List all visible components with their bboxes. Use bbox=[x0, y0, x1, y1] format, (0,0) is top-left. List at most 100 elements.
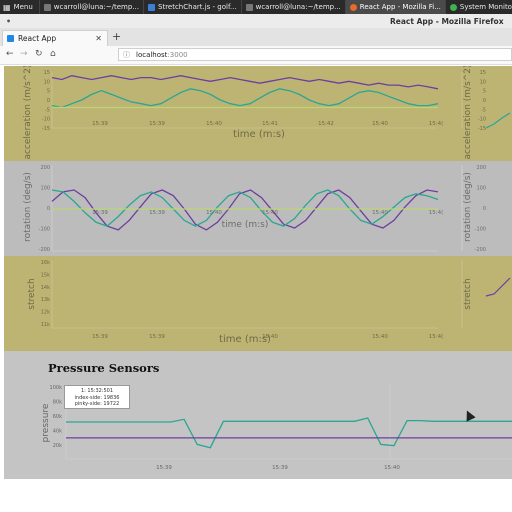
rotation-x-tick: 15:4( bbox=[429, 210, 444, 216]
task-label: wcarroll@luna:~/temp... bbox=[53, 3, 139, 11]
acceleration-y-tick: 5 bbox=[47, 89, 50, 95]
rotation-right-y-tick: 0 bbox=[483, 206, 486, 212]
pressure-y-tick: 100k bbox=[50, 385, 63, 391]
acceleration-y-tick: 0 bbox=[47, 98, 50, 104]
task-label: React App - Mozilla Fi... bbox=[359, 3, 441, 11]
acceleration-series-2-line bbox=[51, 88, 439, 109]
pressure-y-label: pressure bbox=[41, 403, 51, 442]
url-host: localhost bbox=[136, 50, 168, 59]
rotation-x-tick: 15:39 bbox=[149, 210, 165, 216]
pressure-x-tick: 15:39 bbox=[272, 465, 288, 471]
grid-icon: ▦ bbox=[3, 2, 11, 12]
rotation-y-tick: -100 bbox=[39, 227, 50, 233]
rotation-series-2-line bbox=[51, 189, 439, 227]
rotation-grid bbox=[51, 165, 463, 252]
task-terminal-1[interactable]: wcarroll@luna:~/temp... bbox=[38, 0, 143, 14]
tab-react-app[interactable]: React App ✕ bbox=[2, 30, 108, 46]
menu-button[interactable]: ▦ Menu bbox=[0, 0, 39, 14]
acceleration-right-series-line bbox=[485, 112, 511, 129]
menu-label: Menu bbox=[13, 3, 33, 11]
info-icon[interactable]: ⓘ bbox=[123, 50, 130, 59]
stretch-y-tick: 15k bbox=[41, 272, 50, 278]
acceleration-right-y-tick: 0 bbox=[483, 98, 486, 104]
stretch-x-tick: 15:39 bbox=[92, 334, 108, 340]
rotation-chart: 200 100 0 -100 -200 200 100 0 -100 -200 15:39 15:… bbox=[23, 165, 486, 253]
stretch-chart: 16k 15k 14k 13k 12k 11k 15:39 15:39 15:40 15:40 1… bbox=[27, 260, 511, 345]
pressure-panel: Pressure Sensors 100k 80k 60k 40k 20k 15:39 1… bbox=[4, 351, 512, 479]
stretch-x-label: time (m:s) bbox=[219, 334, 271, 345]
task-terminal-2[interactable]: wcarroll@luna:~/temp... bbox=[240, 0, 345, 14]
acceleration-y-label: acceleration (m/s^2) bbox=[23, 66, 33, 160]
acceleration-x-label: time (m:s) bbox=[233, 129, 285, 140]
reload-icon[interactable]: ↻ bbox=[35, 49, 43, 59]
rotation-x-tick: 15:40 bbox=[262, 210, 278, 216]
rotation-panel: 200 100 0 -100 -200 200 100 0 -100 -200 15:39 15:… bbox=[4, 161, 512, 256]
acceleration-x-tick: 15:39 bbox=[92, 121, 108, 127]
task-system-monitor[interactable]: System Monitor bbox=[444, 0, 512, 14]
acceleration-y-tick: -5 bbox=[45, 107, 50, 113]
acceleration-x-tick: 15:42 bbox=[318, 121, 334, 127]
home-icon[interactable]: ⌂ bbox=[50, 49, 56, 59]
acceleration-chart: 15 10 5 0 -5 -10 -15 15 10 5 0 -5 -10 -15 15:39 15:39… bbox=[23, 66, 511, 160]
pressure-title: Pressure Sensors bbox=[48, 361, 160, 375]
rotation-y-tick: 200 bbox=[40, 165, 50, 171]
acceleration-right-y-tick: -5 bbox=[481, 107, 486, 113]
acceleration-right-y-tick: 5 bbox=[483, 89, 486, 95]
rotation-y-label-right: rotation (deg/s) bbox=[463, 172, 473, 242]
rotation-x-tick: 15:39 bbox=[92, 210, 108, 216]
forward-arrow-icon[interactable]: → bbox=[20, 49, 28, 59]
stretch-y-tick: 14k bbox=[41, 285, 50, 291]
new-tab-plus-icon[interactable]: + bbox=[112, 30, 122, 43]
acceleration-panel: 15 10 5 0 -5 -10 -15 15 10 5 0 -5 -10 -15 15:39 15:39… bbox=[4, 66, 512, 161]
url-port: :3000 bbox=[167, 50, 188, 59]
navigation-bar: ← → ↻ ⌂ ⓘ localhost:3000 bbox=[0, 46, 512, 65]
window-titlebar: • React App - Mozilla Firefox bbox=[0, 14, 512, 28]
stretch-y-label-right: stretch bbox=[463, 278, 473, 309]
url-bar[interactable]: ⓘ localhost:3000 bbox=[118, 48, 512, 61]
stretch-x-tick: 15:40 bbox=[262, 334, 278, 340]
rotation-series-1-line bbox=[51, 189, 439, 231]
acceleration-y-tick: -10 bbox=[42, 117, 50, 123]
rotation-right-y-tick: 200 bbox=[476, 165, 486, 171]
rotation-right-y-tick: 100 bbox=[476, 186, 486, 192]
rotation-y-tick: 0 bbox=[47, 206, 50, 212]
tab-title: React App bbox=[18, 34, 57, 43]
acceleration-x-tick: 15:4( bbox=[429, 121, 444, 127]
tooltip-pinky-side: pinky-side: 19722 bbox=[74, 401, 120, 407]
back-arrow-icon[interactable]: ← bbox=[6, 49, 14, 59]
window-menu-dot[interactable]: • bbox=[6, 16, 12, 26]
task-firefox[interactable]: React App - Mozilla Fi... bbox=[344, 0, 445, 14]
system-monitor-icon bbox=[449, 3, 457, 11]
task-editor[interactable]: StretchChart.js - golf... bbox=[143, 0, 241, 14]
rotation-right-y-tick: -100 bbox=[475, 227, 486, 233]
task-label: StretchChart.js - golf... bbox=[158, 3, 237, 11]
stretch-y-tick: 11k bbox=[41, 322, 50, 328]
task-label: System Monitor bbox=[459, 3, 512, 11]
tab-strip: React App ✕ + bbox=[0, 28, 512, 47]
rotation-y-tick: 100 bbox=[40, 186, 50, 192]
os-taskbar: ▦ Menu wcarroll@luna:~/temp... StretchCh… bbox=[0, 0, 512, 14]
acceleration-right-y-tick: 10 bbox=[480, 79, 486, 85]
pressure-y-tick: 20k bbox=[53, 443, 62, 449]
acceleration-y-tick: 15 bbox=[44, 70, 50, 76]
rotation-x-tick: 15:40 bbox=[206, 210, 222, 216]
acceleration-right-y-tick: -15 bbox=[478, 126, 486, 132]
acceleration-x-tick: 15:40 bbox=[372, 121, 388, 127]
rotation-x-label: time (m:s) bbox=[222, 220, 269, 230]
stretch-line-right bbox=[485, 277, 511, 297]
pressure-y-tick: 40k bbox=[53, 429, 62, 435]
window-title: React App - Mozilla Firefox bbox=[390, 16, 504, 26]
acceleration-x-tick: 15:40 bbox=[206, 121, 222, 127]
pressure-tooltip: 1: 15:32:501 index-side: 19836 pinky-sid… bbox=[64, 385, 130, 409]
stretch-y-label: stretch bbox=[27, 278, 37, 309]
rotation-x-tick: 15:40 bbox=[372, 210, 388, 216]
acceleration-grid bbox=[51, 72, 463, 129]
pressure-y-tick: 60k bbox=[53, 414, 62, 420]
pressure-x-tick: 15:40 bbox=[384, 465, 400, 471]
close-icon[interactable]: ✕ bbox=[95, 34, 102, 43]
acceleration-y-label-right: acceleration (m/s^2) bbox=[463, 66, 473, 160]
pressure-series-1-line bbox=[66, 417, 512, 449]
stretch-y-tick: 13k bbox=[41, 297, 50, 303]
stretch-x-tick: 15:40 bbox=[372, 334, 388, 340]
acceleration-right-y-tick: -10 bbox=[478, 117, 486, 123]
